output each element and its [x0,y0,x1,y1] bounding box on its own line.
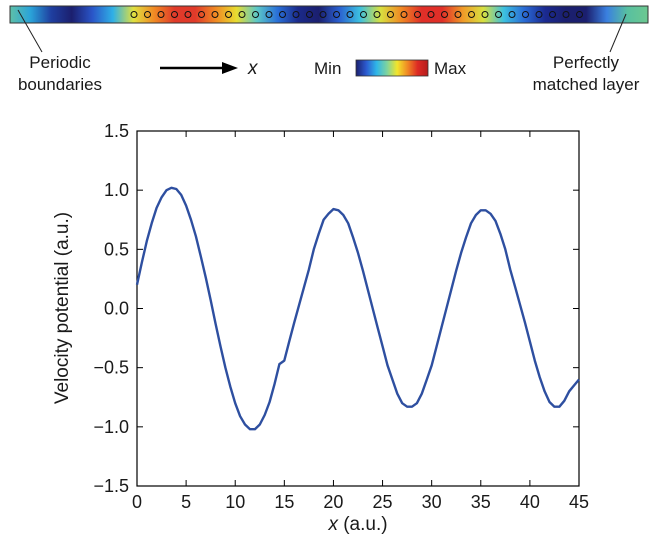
plot-area: 1.5 1.0 0.5 0.0 −0.5 −1.0 −1.5 0 5 10 15 20 25 30 35 4… [93,121,589,512]
periodic-boundaries-label-line1: Periodic [29,53,91,72]
y-tick-label: 0.5 [104,239,129,259]
field-strip-band [9,5,649,24]
pml-pointer [609,13,627,53]
scatterer-circle [252,11,259,18]
scatterer-row [130,11,583,18]
arrow-x-label: x [247,58,259,79]
scatterer-circle [562,11,570,18]
scatterer-circle [279,11,286,18]
plot-frame [136,130,580,487]
scatterer-circle [211,11,219,18]
x-direction-arrow: x [160,58,259,79]
scatterer-circle [373,11,381,18]
scatterer-circle [292,11,300,18]
arrow-head [222,62,238,74]
colorbar-gradient [355,59,429,77]
x-axis-ticks: 0 5 10 15 20 25 30 35 40 45 [132,131,589,512]
scatterer-circle [400,11,408,18]
scatterer-circle [414,11,421,18]
field-strip [9,5,649,53]
y-axis-ticks: 1.5 1.0 0.5 0.0 −0.5 −1.0 −1.5 [93,121,579,496]
y-tick-label: −1.0 [93,417,129,437]
scatterer-circle [171,11,178,18]
series-line-velocity-potential [135,186,580,431]
x-tick-label: 45 [569,492,589,512]
colorbar-min-label: Min [314,59,341,78]
y-axis-label: Velocity potential (a.u.) [52,212,73,404]
scatterer-circle [522,11,529,18]
x-axis-label-unit: (a.u.) [338,514,388,535]
scatterer-circle [198,11,205,18]
x-tick-label: 15 [274,492,294,512]
periodic-boundary-pointer [17,9,43,53]
x-tick-label: 25 [373,492,393,512]
x-tick-label: 40 [520,492,540,512]
scatterer-circle [157,11,165,18]
scatterer-circle [360,11,367,18]
x-tick-label: 5 [181,492,191,512]
scatterer-circle [454,11,462,18]
scatterer-circle [441,11,448,18]
scatterer-circle [535,11,543,18]
scatterer-circle [508,11,516,18]
scatterer-circle [130,11,138,18]
x-tick-label: 20 [323,492,343,512]
colorbar: Min Max [314,59,467,78]
scatterer-circle [144,11,151,18]
scatterer-circle [468,11,475,18]
x-tick-label: 10 [225,492,245,512]
scatterer-circle [333,11,340,18]
scatterer-circle [265,11,273,18]
scatterer-circle [549,11,556,18]
x-axis-label-symbol: x [327,514,339,535]
scatterer-circle [495,11,502,18]
scatterer-circle [225,11,232,18]
scatterer-circle [576,11,583,18]
scatterer-circle [387,11,394,18]
scatterer-circle [427,11,435,18]
y-tick-label: 1.5 [104,121,129,141]
scatterer-circle [346,11,354,18]
scatterer-circle [319,11,327,18]
scatterer-circle [306,11,313,18]
pml-label-line1: Perfectly [553,53,620,72]
periodic-boundaries-label-line2: boundaries [18,75,102,94]
colorbar-max-label: Max [434,59,467,78]
x-tick-label: 30 [422,492,442,512]
x-axis-label: x (a.u.) [327,514,387,535]
x-tick-label: 35 [471,492,491,512]
y-tick-label: −1.5 [93,476,129,496]
scatterer-circle [481,11,489,18]
scatterer-circle [184,11,192,18]
y-tick-label: 0.0 [104,299,129,319]
pml-label-line2: matched layer [533,75,640,94]
scatterer-circle [238,11,246,18]
y-tick-label: 1.0 [104,180,129,200]
y-tick-label: −0.5 [93,358,129,378]
x-tick-label: 0 [132,492,142,512]
